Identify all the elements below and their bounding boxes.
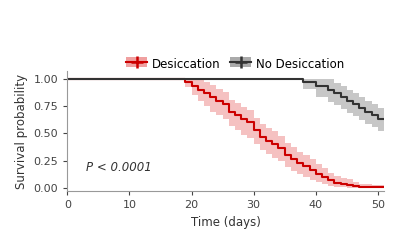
Y-axis label: Survival probability: Survival probability: [15, 74, 28, 189]
X-axis label: Time (days): Time (days): [191, 216, 261, 229]
Legend: Desiccation, No Desiccation: Desiccation, No Desiccation: [121, 53, 349, 75]
Text: P < 0.0001: P < 0.0001: [86, 161, 152, 174]
